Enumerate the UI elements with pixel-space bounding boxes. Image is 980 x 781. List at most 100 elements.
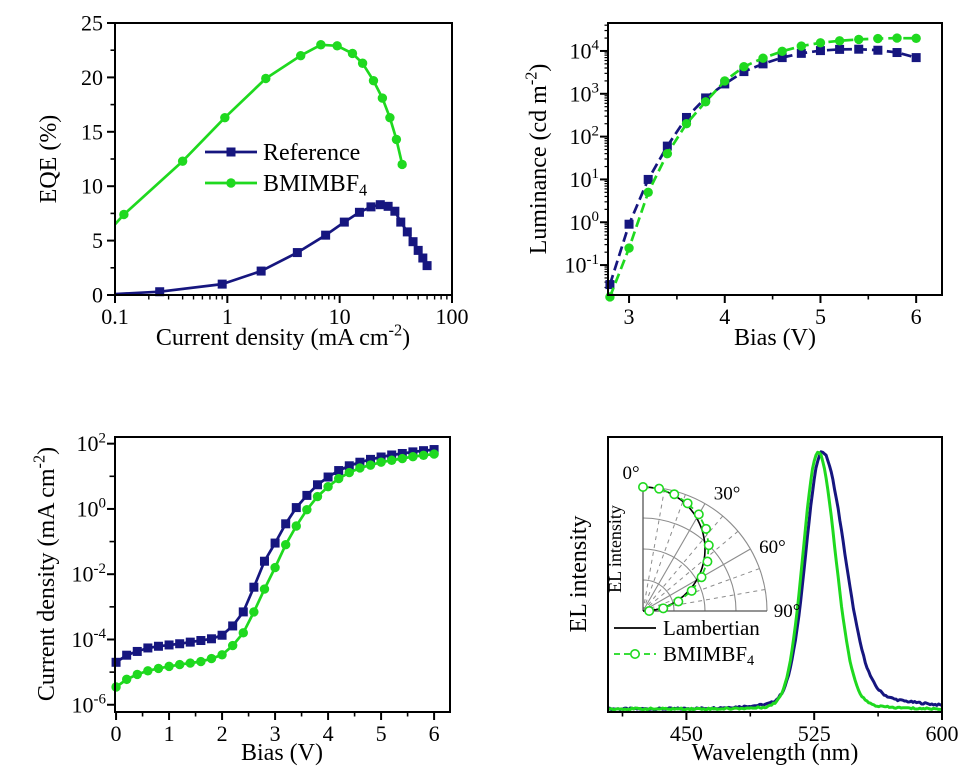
marker-square — [270, 538, 280, 548]
y-tick-label: 10 — [81, 174, 103, 199]
marker-square — [408, 237, 418, 247]
marker-square — [758, 59, 768, 69]
marker-circle — [386, 455, 397, 465]
marker-square — [366, 202, 376, 212]
marker-circle — [397, 453, 407, 464]
marker-open-circle — [696, 572, 707, 583]
svg-text:102: 102 — [570, 123, 599, 149]
marker-open-circle — [703, 540, 714, 551]
x-tick-label: 6 — [911, 304, 922, 329]
marker-square — [281, 519, 291, 529]
x-tick-label: 1 — [164, 721, 175, 746]
polar-angle-label-90: 90° — [774, 601, 801, 622]
marker-square — [396, 217, 406, 227]
marker-open-circle — [638, 482, 649, 493]
marker-circle — [323, 482, 333, 492]
marker-circle — [249, 607, 259, 617]
marker-square — [323, 472, 333, 482]
marker-square — [292, 248, 302, 258]
marker-circle — [408, 451, 418, 462]
marker-circle — [796, 41, 807, 51]
x-tick-label: 5 — [815, 304, 826, 329]
polar-grid-spoke — [642, 503, 706, 612]
marker-square — [302, 490, 312, 500]
marker-square — [175, 639, 185, 649]
marker-open-circle — [669, 489, 680, 500]
chart-current-density-vs-bias: 0 1 2 3 4 5 6 10-6 10-4 10-2 100 102 Bias (V) Current… — [29, 430, 451, 766]
marker-circle — [643, 187, 653, 198]
marker-circle — [185, 658, 195, 668]
marker-square — [408, 447, 418, 457]
marker-circle — [174, 659, 185, 670]
marker-circle — [873, 33, 883, 44]
svg-text:10-6: 10-6 — [72, 691, 107, 717]
marker-square — [387, 450, 397, 460]
marker-circle — [280, 540, 291, 550]
polar-grid-arc — [642, 548, 706, 612]
marker-open-circle — [701, 523, 712, 534]
marker-circle — [739, 61, 749, 72]
marker-circle — [397, 159, 407, 170]
chart-el-spectrum: 450 525 600 0° 30° 60° 90° EL intensity Lamberti… — [566, 436, 959, 766]
marker-circle — [368, 75, 379, 86]
x-tick-label: 600 — [926, 721, 959, 746]
marker-circle — [291, 521, 301, 531]
marker-square — [815, 46, 825, 56]
y-tick-label: 0 — [92, 283, 103, 308]
marker-open-circle — [686, 585, 697, 596]
marker-circle — [227, 640, 238, 651]
marker-circle — [196, 656, 206, 667]
svg-text:103: 103 — [570, 80, 599, 106]
marker-circle — [261, 73, 271, 84]
marker-circle — [302, 504, 312, 515]
marker-circle — [624, 243, 634, 253]
marker-square — [835, 44, 845, 54]
marker-circle — [217, 650, 227, 660]
y-tick-label: 20 — [81, 65, 103, 90]
marker-square — [413, 245, 423, 255]
x-tick-label: 4 — [719, 304, 730, 329]
marker-square — [777, 53, 787, 63]
polar-angle-label-60: 60° — [759, 537, 786, 558]
y-axis-label: EL intensity — [566, 515, 592, 632]
y-axis-label: EQE (%) — [36, 115, 62, 204]
x-tick-label: 6 — [429, 721, 440, 746]
marker-circle — [316, 40, 326, 50]
chart-eqe-vs-current-density: 0.1 1 10 100 0 5 10 15 20 25 Reference BMIMBF4 Curre… — [36, 11, 469, 352]
marker-circle — [700, 97, 711, 107]
marker-square — [256, 266, 266, 276]
svg-text:101: 101 — [570, 166, 599, 192]
marker-circle — [815, 38, 826, 48]
polar-grid-arc — [642, 579, 675, 612]
marker-square — [344, 461, 354, 471]
marker-circle — [333, 473, 344, 484]
svg-text:10-2: 10-2 — [72, 561, 106, 587]
marker-square — [739, 67, 749, 77]
marker-circle — [296, 50, 306, 61]
marker-square — [796, 48, 806, 58]
y-tick-label: 5 — [92, 228, 103, 253]
marker-square — [383, 201, 393, 211]
marker-square — [339, 217, 349, 227]
marker-square — [854, 44, 864, 54]
marker-circle — [259, 584, 270, 594]
legend-label-bmimbf4: BMIMBF4 — [263, 171, 367, 199]
marker-square — [355, 457, 365, 467]
marker-circle — [111, 682, 121, 692]
marker-square — [605, 280, 615, 290]
marker-square — [132, 646, 142, 656]
marker-circle — [119, 209, 129, 220]
marker-circle — [121, 674, 132, 685]
marker-square — [164, 640, 174, 650]
marker-circle — [164, 661, 174, 672]
plot-frame — [607, 22, 943, 296]
marker-circle — [132, 669, 142, 680]
x-tick-label: 1 — [222, 304, 233, 329]
plot-frame — [114, 436, 451, 713]
marker-circle — [377, 93, 388, 103]
marker-circle — [355, 463, 365, 473]
marker-circle — [418, 450, 429, 460]
svg-text:102: 102 — [77, 430, 106, 456]
marker-square — [397, 448, 407, 458]
series-reference — [114, 203, 429, 296]
